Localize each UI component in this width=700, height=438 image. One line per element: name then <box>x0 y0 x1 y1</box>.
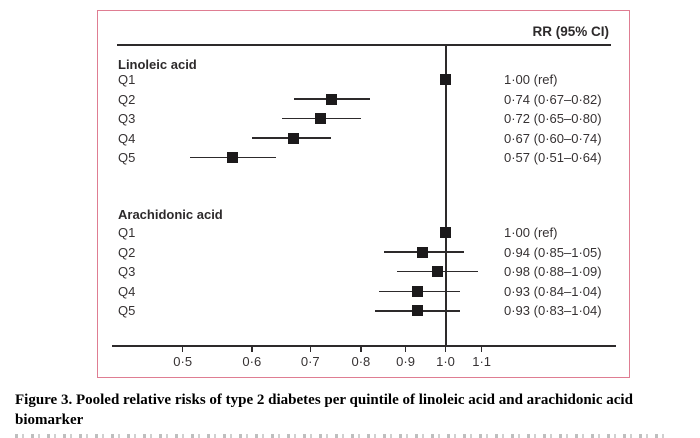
point-estimate-marker <box>412 305 424 317</box>
quintile-label: Q4 <box>118 130 136 146</box>
rr-ci-value: 0·74 (0·67–0·82) <box>504 91 602 107</box>
x-axis-line <box>112 345 616 347</box>
rr-ci-value: 0·93 (0·84–1·04) <box>504 283 602 299</box>
forest-plot-panel: RR (95% CI) Linoleic acid Q1 1·00 (ref) Q2 0… <box>97 10 630 378</box>
cropped-text-artifact <box>15 434 670 438</box>
quintile-label: Q1 <box>118 225 136 240</box>
rr-ci-value: 0·57 (0·51–0·64) <box>504 150 602 165</box>
rr-ci-value: 1·00 (ref) <box>504 72 558 87</box>
point-estimate-marker <box>226 152 238 163</box>
point-estimate-marker <box>440 74 451 85</box>
quintile-label: Q2 <box>118 244 136 260</box>
axis-tick <box>251 345 253 352</box>
group-label: Arachidonic acid <box>118 207 223 222</box>
point-estimate-marker <box>416 246 428 258</box>
rr-ci-value: 0·67 (0·60–0·74) <box>504 130 602 146</box>
rr-ci-value: 0·72 (0·65–0·80) <box>504 111 602 126</box>
axis-tick <box>480 345 483 352</box>
quintile-label: Q5 <box>118 303 136 319</box>
point-estimate-marker <box>432 266 444 278</box>
rr-ci-value: 0·98 (0·88–1·09) <box>504 264 602 280</box>
rr-ci-value: 1·00 (ref) <box>504 225 558 240</box>
figure-caption-line1: Figure 3. Pooled relative risks of type … <box>15 392 633 408</box>
axis-tick-label: 0·6 <box>242 354 262 369</box>
figure-caption-line2: biomarker <box>15 412 84 429</box>
point-estimate-marker <box>412 285 424 297</box>
figure-caption: Figure 3. Pooled relative risks of type … <box>15 390 695 431</box>
reference-line-1-0 <box>445 44 447 346</box>
quintile-label: Q3 <box>118 111 136 126</box>
axis-tick <box>309 345 312 352</box>
axis-tick-label: 1·1 <box>472 354 492 369</box>
point-estimate-marker <box>325 93 337 105</box>
quintile-label: Q4 <box>118 283 136 299</box>
axis-tick-label: 0·8 <box>351 354 371 369</box>
header-rule <box>117 44 611 46</box>
quintile-label: Q1 <box>118 72 136 87</box>
axis-tick <box>444 345 447 352</box>
quintile-label: Q2 <box>118 91 136 107</box>
quintile-label: Q3 <box>118 264 136 280</box>
point-estimate-marker <box>440 227 451 238</box>
quintile-label: Q5 <box>118 150 136 165</box>
rr-ci-value: 0·94 (0·85–1·05) <box>504 244 602 260</box>
axis-tick-label: 0·7 <box>300 354 320 369</box>
axis-tick <box>404 345 407 352</box>
axis-tick-label: 1·0 <box>436 354 455 369</box>
axis-tick-label: 0·5 <box>173 354 193 369</box>
rr-column-header: RR (95% CI) <box>532 24 609 39</box>
point-estimate-marker <box>315 113 327 124</box>
point-estimate-marker <box>288 132 300 144</box>
axis-tick <box>181 345 184 352</box>
group-label: Linoleic acid <box>118 56 197 72</box>
axis-tick-label: 0·9 <box>396 354 415 369</box>
rr-ci-value: 0·93 (0·83–1·04) <box>504 303 602 319</box>
axis-tick <box>360 345 362 352</box>
